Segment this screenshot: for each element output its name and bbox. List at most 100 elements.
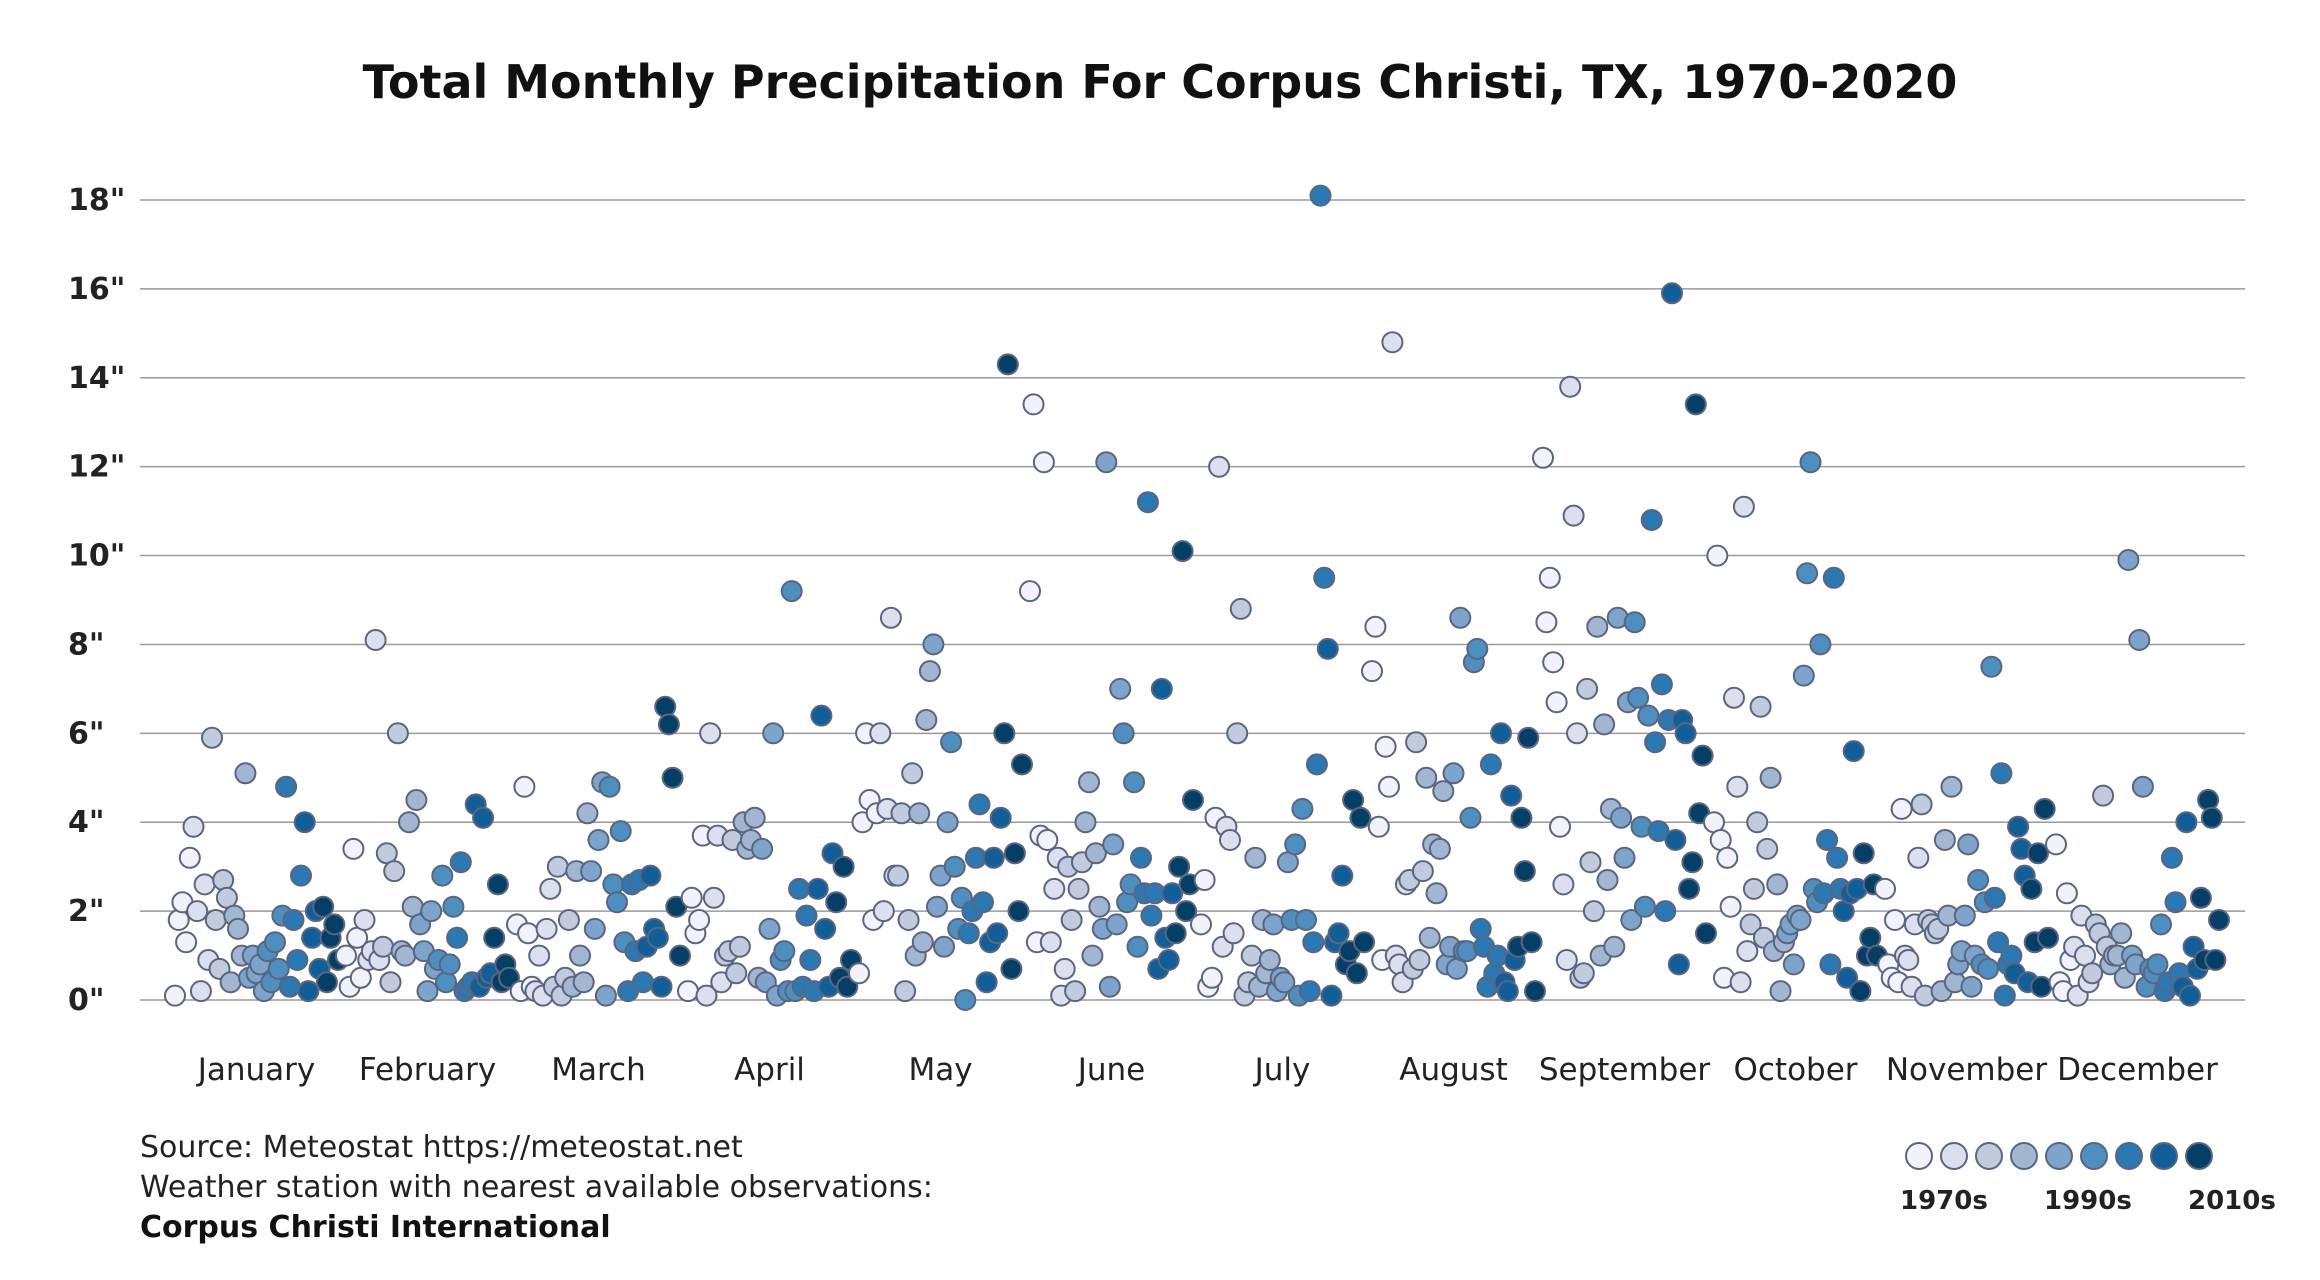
- data-point: [1415, 766, 1438, 789]
- data-point: [1244, 846, 1267, 869]
- legend-swatch: [2185, 1142, 2213, 1170]
- data-point: [1572, 962, 1595, 985]
- data-point: [212, 869, 235, 891]
- data-point: [546, 855, 569, 878]
- data-point: [1190, 913, 1212, 936]
- data-point: [598, 775, 621, 798]
- data-point: [1650, 673, 1673, 696]
- data-point: [1039, 931, 1062, 954]
- data-point: [1562, 504, 1585, 527]
- data-point: [1007, 900, 1030, 923]
- data-point: [335, 944, 357, 967]
- data-point: [911, 931, 934, 954]
- data-point: [1716, 846, 1739, 869]
- data-point: [1552, 873, 1575, 896]
- data-point: [189, 980, 212, 1003]
- data-point: [1459, 806, 1482, 829]
- data-point: [982, 846, 1005, 869]
- data-point: [1695, 922, 1717, 945]
- data-point: [1555, 949, 1578, 971]
- data-point: [1789, 909, 1812, 931]
- data-point: [2037, 926, 2059, 949]
- data-point: [1746, 811, 1769, 834]
- data-point: [342, 837, 365, 860]
- data-point: [788, 877, 811, 900]
- data-point: [290, 864, 312, 887]
- data-point: [1819, 953, 1842, 976]
- data-point: [1084, 842, 1107, 865]
- data-point: [1593, 713, 1616, 736]
- chart-title: Total Monthly Precipitation For Corpus C…: [363, 55, 1958, 109]
- data-point: [1222, 922, 1245, 945]
- data-point: [1036, 829, 1059, 851]
- data-point: [1193, 869, 1216, 891]
- data-point: [1081, 944, 1104, 967]
- data-point: [438, 953, 461, 976]
- data-point: [1933, 829, 1956, 851]
- data-point: [799, 949, 822, 971]
- station-name: Corpus Christi International: [140, 1210, 611, 1245]
- data-point: [1520, 931, 1543, 954]
- data-point: [1990, 762, 2013, 785]
- data-point: [1374, 735, 1397, 758]
- y-tick-label: 4": [68, 805, 105, 840]
- data-point: [186, 900, 209, 923]
- data-point: [1732, 495, 1755, 518]
- data-point: [1449, 606, 1472, 629]
- data-point: [751, 837, 774, 860]
- data-point: [933, 935, 955, 958]
- data-point: [699, 722, 722, 745]
- data-point: [1987, 931, 2010, 954]
- data-point: [795, 904, 818, 927]
- data-point: [2204, 949, 2227, 971]
- data-point: [1545, 691, 1568, 714]
- data-point: [848, 962, 870, 985]
- data-point: [1171, 540, 1194, 563]
- data-point: [894, 980, 917, 1003]
- data-point: [1175, 900, 1198, 923]
- data-point: [483, 926, 506, 949]
- data-point: [1305, 753, 1328, 776]
- data-point: [1136, 491, 1159, 514]
- data-point: [1123, 771, 1145, 794]
- data-point: [1157, 949, 1180, 971]
- x-tick-label: February: [359, 1052, 496, 1088]
- data-point: [915, 709, 938, 731]
- y-tick-label: 6": [68, 716, 105, 751]
- data-point: [364, 629, 387, 651]
- data-point: [1291, 797, 1314, 820]
- data-point: [1316, 637, 1339, 660]
- x-tick-label: October: [1733, 1052, 1857, 1088]
- data-point: [2117, 549, 2140, 571]
- data-point: [275, 775, 298, 798]
- data-point: [1729, 971, 1752, 994]
- data-point: [1957, 833, 1980, 856]
- data-point: [2092, 784, 2115, 807]
- y-tick-label: 0": [68, 983, 105, 1018]
- data-point: [1822, 566, 1845, 589]
- data-point: [1022, 393, 1045, 416]
- data-point: [1681, 851, 1704, 874]
- data-point: [1320, 984, 1343, 1007]
- data-points: [164, 184, 2230, 1011]
- data-point: [1349, 806, 1372, 829]
- data-point: [1610, 806, 1633, 829]
- x-tick-label: July: [1253, 1052, 1311, 1088]
- data-point: [486, 873, 509, 896]
- data-point: [1003, 842, 1026, 865]
- data-point: [2131, 775, 2154, 798]
- data-point: [1524, 980, 1546, 1003]
- data-point: [743, 806, 766, 829]
- data-point: [926, 895, 948, 918]
- data-point: [1298, 980, 1321, 1003]
- data-point: [1826, 846, 1849, 869]
- data-point: [1150, 677, 1173, 700]
- data-point: [1809, 633, 1832, 656]
- data-point: [1361, 660, 1383, 683]
- data-point: [758, 917, 781, 940]
- data-point: [1327, 922, 1350, 945]
- data-point: [1726, 775, 1749, 798]
- data-point: [1559, 375, 1582, 398]
- y-tick-label: 18": [68, 183, 125, 218]
- x-tick-label: May: [908, 1052, 972, 1088]
